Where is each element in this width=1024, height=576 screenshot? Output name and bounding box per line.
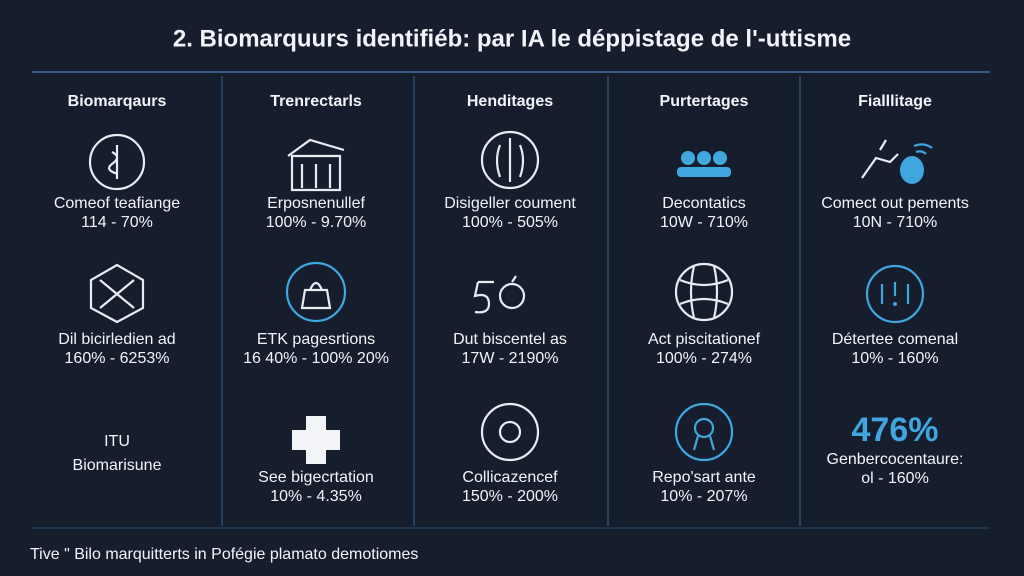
item-label: Act piscitationef [648,331,761,348]
column-header: Purtertages [660,93,749,110]
item-label: Dut biscentel as [453,331,567,348]
item-label: Genbercocentaure: [827,451,964,468]
dividers [221,76,801,526]
item-label: Repo'sart ante [652,469,756,486]
item-range: 10% - 207% [660,488,747,505]
column-header: Biomarqaurs [68,93,167,110]
item-label: Comeof teafiange [54,195,180,212]
item-label: Decontatics [662,195,746,212]
item-range: 16 40% - 100% 20% [243,350,389,367]
item-range: 10% - 4.35% [270,488,362,505]
item-label: Détertee comenal [832,331,958,348]
item-range: ol - 160% [861,470,929,487]
highlight-value: 476% [852,411,939,449]
item-range: 160% - 6253% [65,350,170,367]
item-range: 100% - 505% [462,214,558,231]
item-range: 10% - 160% [851,350,938,367]
item-label: Comect out pements [821,195,969,212]
item-label: ETK pagesrtions [257,331,375,348]
item-label: Dil bicirledien ad [58,331,175,348]
item-range: 10N - 710% [853,214,938,231]
item-range: Biomarisune [73,457,162,474]
item-label: Erposnenullef [267,195,365,212]
item-label: Disigeller coument [444,195,576,212]
item-range: 100% - 274% [656,350,752,367]
item-label: See bigecrtation [258,469,374,486]
item-range: 150% - 200% [462,488,558,505]
item-range: 17W - 2190% [462,350,559,367]
column-header: Fialllitage [858,93,932,110]
column-header: Trenrectarls [270,93,362,110]
item-range: 10W - 710% [660,214,748,231]
item-label: Collicazencef [462,469,558,486]
item-range: 114 - 70% [81,214,153,231]
icons [88,130,933,464]
title: 2. Biomarquurs identifiéb: par IA le dép… [173,25,851,52]
footer: Tive " Bilo marquitterts in Pofégie plam… [30,546,418,563]
item-range: 100% - 9.70% [266,214,367,231]
column-header: Henditages [467,93,553,110]
item-label: ITU [104,433,130,450]
